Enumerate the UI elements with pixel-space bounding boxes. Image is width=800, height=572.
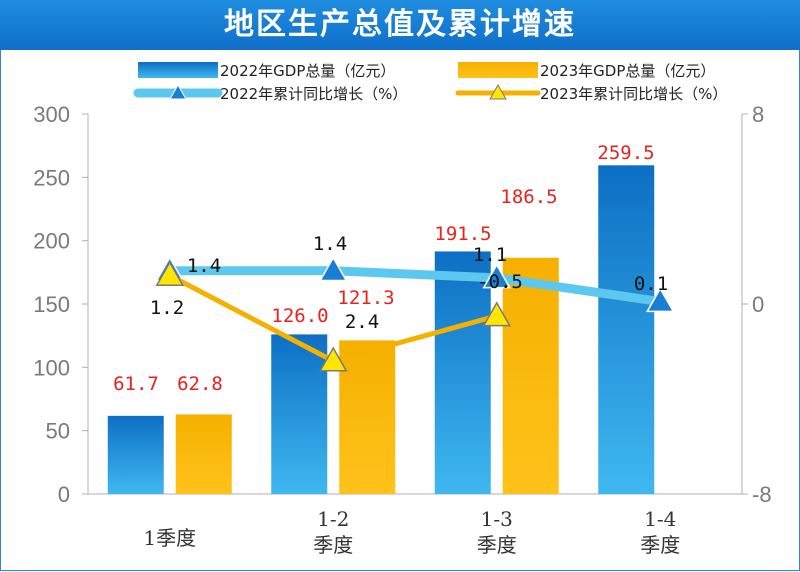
legend-swatch — [138, 62, 218, 78]
bar — [502, 257, 559, 494]
line-value-label: 1.1 — [473, 244, 507, 266]
bar — [434, 251, 491, 494]
line-value-label: 1.4 — [187, 255, 221, 277]
bar-value-label: 61.7 — [113, 373, 159, 395]
y-left-tick-label: 200 — [33, 229, 70, 254]
line-value-label: 1.4 — [313, 233, 347, 255]
bar-value-label: 62.8 — [177, 373, 223, 395]
y-right-tick-label: 8 — [752, 102, 764, 127]
x-tick-label: 1-3 — [481, 507, 513, 531]
x-tick-label: 季度 — [640, 533, 680, 557]
y-left-tick-label: 0 — [58, 482, 70, 507]
line-value-label: 1.2 — [150, 297, 184, 319]
x-tick-label: 季度 — [477, 533, 517, 557]
bar — [271, 334, 328, 494]
legend-label: 2023年累计同比增长（%） — [540, 85, 727, 103]
line-value-label: 2.4 — [345, 311, 379, 333]
y-left-tick-label: 300 — [33, 102, 70, 127]
line-value-label: 0.1 — [634, 273, 668, 295]
y-left-tick-label: 150 — [33, 292, 70, 317]
bar-value-label: 121.3 — [337, 287, 394, 309]
x-tick-label: 1-2 — [317, 507, 349, 531]
triangle-marker — [645, 287, 675, 313]
y-right-tick-label: -8 — [752, 482, 772, 507]
bar-value-label: 186.5 — [500, 186, 557, 208]
series-line — [165, 266, 665, 307]
y-left-tick-label: 50 — [46, 419, 70, 444]
y-left-tick-label: 100 — [33, 355, 70, 380]
triangle-marker — [318, 256, 348, 282]
legend-label: 2022年累计同比增长（%） — [220, 85, 407, 103]
legend-label: 2023年GDP总量（亿元） — [540, 62, 715, 80]
triangle-marker — [155, 260, 185, 286]
triangle-marker — [318, 346, 348, 372]
x-tick-label: 季度 — [313, 533, 353, 557]
line-value-label: -0.5 — [477, 271, 523, 293]
bar — [175, 414, 232, 494]
chart-area: 050100150200250300-8081季度1-2季度1-3季度1-4季度… — [33, 62, 772, 557]
bar-value-label: 126.0 — [271, 305, 328, 327]
triangle-marker — [482, 301, 512, 327]
y-right-tick-label: 0 — [752, 292, 764, 317]
bar — [107, 415, 164, 494]
legend-label: 2022年GDP总量（亿元） — [220, 62, 395, 80]
chart-title: 地区生产总值及累计增速 — [224, 7, 576, 42]
triangle-marker — [482, 263, 512, 289]
title-bar — [0, 0, 800, 50]
legend-marker — [169, 83, 187, 100]
legend-marker — [489, 83, 507, 100]
x-tick-label: 1-4 — [644, 507, 676, 531]
bar-value-label: 259.5 — [597, 142, 654, 164]
y-left-tick-label: 250 — [33, 165, 70, 190]
bar-value-label: 191.5 — [434, 223, 491, 245]
x-tick-label: 1季度 — [143, 526, 196, 550]
bar — [339, 340, 396, 494]
bar — [598, 165, 655, 495]
legend-swatch — [458, 62, 538, 78]
